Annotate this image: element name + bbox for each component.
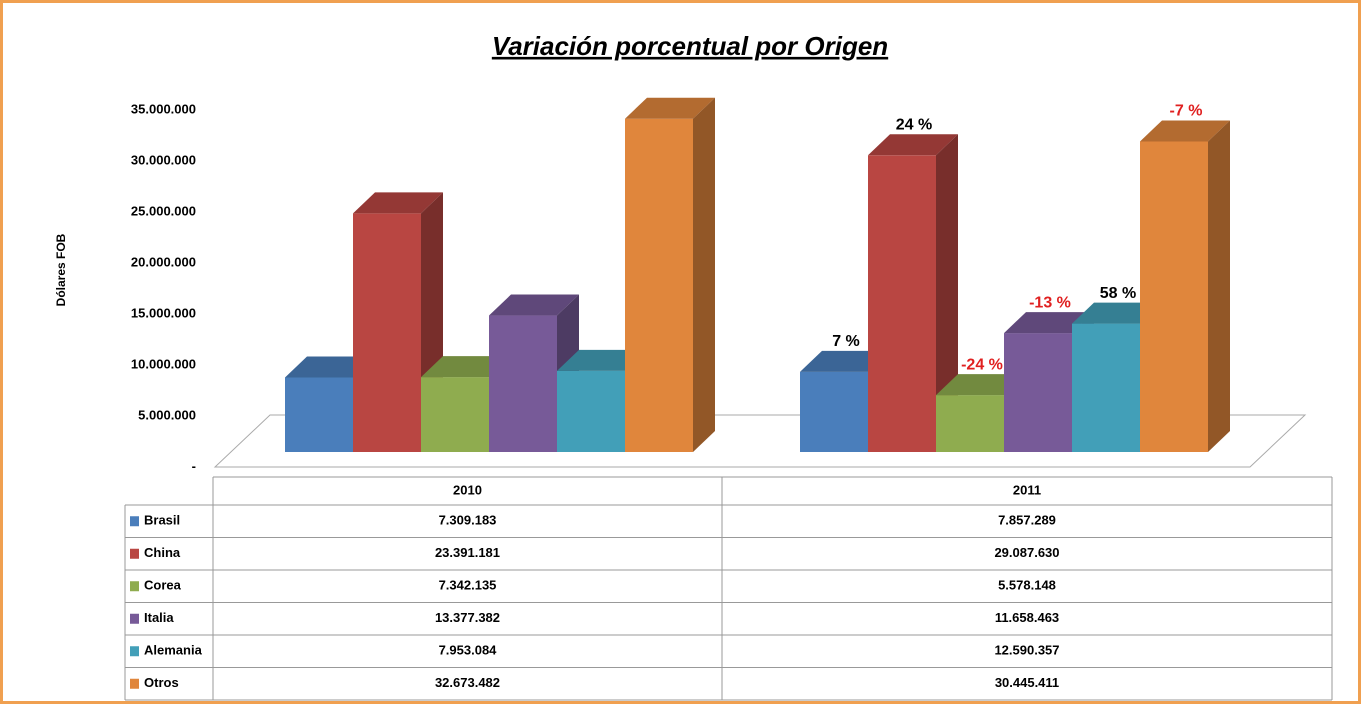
x-tick-label: 2011 xyxy=(1013,482,1041,497)
y-tick-label: - xyxy=(192,458,196,473)
bar xyxy=(421,377,489,452)
legend-label: Brasil xyxy=(144,513,180,528)
y-tick-label: 5.000.000 xyxy=(138,407,196,422)
bar-top xyxy=(285,356,375,378)
change-label: -7 % xyxy=(1170,103,1203,120)
bar xyxy=(353,213,421,452)
legend-label: China xyxy=(144,545,181,560)
legend-swatch xyxy=(130,678,139,689)
legend-label: Alemania xyxy=(144,643,203,658)
change-label: -24 % xyxy=(961,356,1003,373)
table-value: 7.857.289 xyxy=(998,513,1056,528)
table-value: 11.658.463 xyxy=(995,610,1059,625)
bar xyxy=(936,395,1004,452)
bar xyxy=(489,315,557,452)
table-value: 7.309.183 xyxy=(439,513,497,528)
bar-top xyxy=(421,356,511,378)
legend-label: Italia xyxy=(144,610,174,625)
bar-top xyxy=(557,349,647,371)
change-label: -13 % xyxy=(1029,294,1071,311)
bar-top xyxy=(353,192,443,214)
legend-label: Corea xyxy=(144,578,182,593)
bar-top xyxy=(1072,302,1162,324)
table-value: 12.590.357 xyxy=(994,643,1059,658)
bar xyxy=(1140,141,1208,453)
legend-swatch xyxy=(130,646,139,657)
bar-top xyxy=(868,134,958,156)
legend-swatch xyxy=(130,516,139,527)
bar-side xyxy=(936,134,958,453)
x-tick-label: 2010 xyxy=(453,482,482,497)
bar-side xyxy=(1208,120,1230,452)
table-value: 7.342.135 xyxy=(439,578,497,593)
y-tick-label: 10.000.000 xyxy=(131,356,196,371)
bar-side xyxy=(693,97,715,453)
bar-top xyxy=(1004,312,1094,334)
table-value: 29.087.630 xyxy=(994,545,1059,560)
legend-swatch xyxy=(130,548,139,559)
bar-top xyxy=(625,97,715,119)
bar xyxy=(1004,333,1072,452)
bar-top xyxy=(936,374,1026,396)
table-value: 7.953.084 xyxy=(439,643,498,658)
bar xyxy=(1072,323,1140,452)
chart-title: Variación porcentual por Origen xyxy=(492,31,888,61)
table-value: 13.377.382 xyxy=(435,610,500,625)
bar xyxy=(557,370,625,452)
change-label: 24 % xyxy=(896,117,932,134)
bar xyxy=(800,371,868,452)
y-tick-label: 20.000.000 xyxy=(131,254,196,269)
legend-swatch xyxy=(130,581,139,592)
bar xyxy=(868,155,936,453)
bar-top xyxy=(800,350,890,372)
y-axis-label: Dólares FOB xyxy=(54,233,68,306)
y-tick-label: 25.000.000 xyxy=(131,203,196,218)
change-label: 7 % xyxy=(832,333,860,350)
y-tick-label: 15.000.000 xyxy=(131,305,196,320)
y-tick-label: 35.000.000 xyxy=(131,101,196,116)
bar xyxy=(625,118,693,453)
table-value: 5.578.148 xyxy=(998,578,1056,593)
bar-top xyxy=(489,294,579,316)
table-value: 23.391.181 xyxy=(435,545,500,560)
legend-swatch xyxy=(130,613,139,624)
table-value: 30.445.411 xyxy=(995,675,1059,690)
y-tick-label: 30.000.000 xyxy=(131,152,196,167)
table-value: 32.673.482 xyxy=(435,675,500,690)
bar-top xyxy=(1140,120,1230,142)
bar xyxy=(285,377,353,452)
legend-label: Otros xyxy=(144,675,179,690)
change-label: 58 % xyxy=(1100,285,1136,302)
